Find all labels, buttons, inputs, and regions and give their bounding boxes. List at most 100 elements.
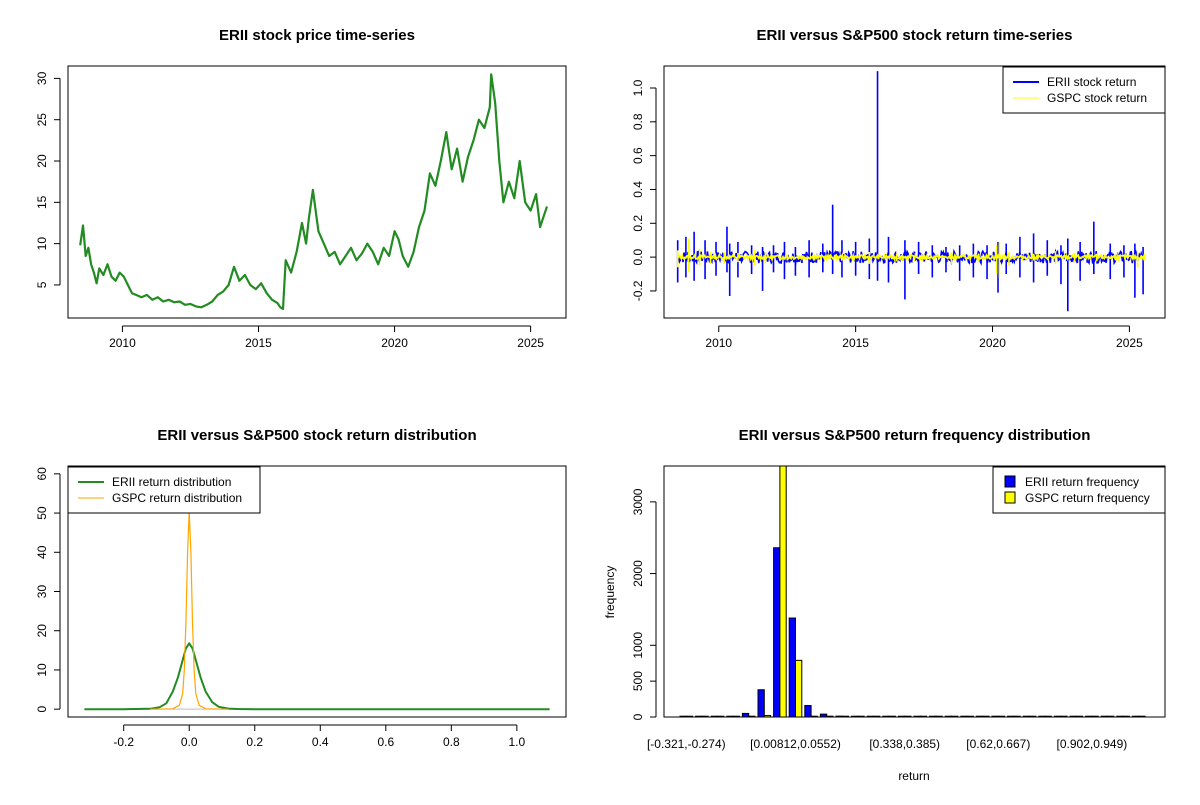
y-tick-label: 0.6	[631, 147, 645, 164]
gspc-freq-bar	[779, 466, 787, 717]
legend-label: GSPC stock return	[1047, 91, 1147, 105]
gspc-freq-bar	[1060, 715, 1068, 717]
erii-freq-bar	[944, 715, 953, 717]
x-tick-label: 2020	[381, 336, 408, 350]
y-tick-label: 50	[35, 506, 49, 520]
erii-freq-bar	[1085, 715, 1093, 717]
erii-freq-bar	[882, 715, 890, 717]
legend-swatch	[1004, 475, 1016, 488]
chart-title: ERII versus S&P500 stock return distribu…	[157, 427, 476, 444]
erii-freq-bar	[897, 715, 906, 717]
gspc-freq-bar	[841, 715, 850, 717]
erii-freq-bar	[804, 705, 812, 717]
gspc-freq-bar	[1044, 715, 1052, 717]
y-axis-title: frequency	[603, 566, 617, 619]
y-tick-label: 60	[35, 467, 49, 481]
y-tick-label: 1000	[631, 632, 645, 659]
chart-title: ERII stock price time-series	[219, 27, 415, 44]
bars-group	[679, 466, 1146, 717]
erii-density-line	[84, 642, 550, 711]
plot-frame	[663, 65, 1166, 319]
y-tick-label: 10	[35, 663, 49, 677]
x-tick-label: 0.0	[181, 735, 198, 749]
gspc-freq-bar	[826, 715, 834, 717]
x-tick-label: 0.6	[377, 735, 394, 749]
erii-freq-bar	[913, 715, 921, 717]
gspc-freq-bar	[685, 715, 694, 717]
chart-title: ERII versus S&P500 return frequency dist…	[739, 427, 1091, 444]
plot-frame	[67, 465, 567, 718]
gspc-return-band	[677, 251, 1145, 263]
panel-return-distribution: ERII versus S&P500 stock return distribu…	[35, 427, 567, 749]
gspc-freq-bar	[748, 715, 756, 717]
gspc-freq-bar	[1013, 715, 1021, 717]
x-bin-label: [0.00812,0.0552)	[750, 737, 841, 751]
y-tick-label: 15	[35, 195, 49, 209]
gspc-freq-bar	[1075, 715, 1084, 717]
erii-freq-bar	[1022, 715, 1031, 717]
gspc-freq-bar	[795, 659, 803, 717]
y-tick-label: 3000	[631, 488, 645, 515]
x-tick-label: 0.8	[443, 735, 460, 749]
gspc-freq-bar	[1107, 715, 1115, 717]
gspc-freq-bar	[1091, 715, 1099, 717]
y-tick-label: 1.0	[631, 79, 645, 96]
x-tick-label: 2015	[245, 336, 272, 350]
gspc-freq-bar	[873, 715, 881, 717]
y-tick-label: 25	[35, 113, 49, 127]
legend-label: GSPC return distribution	[112, 491, 242, 505]
erii-freq-bar	[757, 689, 765, 717]
erii-freq-bar	[1131, 715, 1140, 717]
erii-freq-bar	[1053, 715, 1062, 717]
legend-box	[992, 466, 1166, 514]
x-tick-label: 1.0	[509, 735, 526, 749]
y-tick-label: 20	[35, 624, 49, 638]
gspc-freq-bar	[763, 715, 772, 717]
erii-freq-bar	[695, 715, 703, 717]
y-tick-label: 0.4	[631, 181, 645, 198]
y-tick-label: 10	[35, 237, 49, 251]
legend-label: ERII return distribution	[112, 475, 231, 489]
gspc-freq-bar	[966, 715, 974, 717]
gspc-freq-bar	[857, 715, 865, 717]
erii-freq-bar	[679, 715, 687, 717]
legend-swatch	[1004, 491, 1016, 504]
x-tick-label: 2025	[517, 336, 544, 350]
erii-freq-bar	[960, 715, 968, 717]
x-tick-label: 2020	[979, 336, 1006, 350]
panel-return-frequency: ERII versus S&P500 return frequency dist…	[603, 427, 1166, 783]
x-tick-label: 0.4	[312, 735, 329, 749]
y-tick-label: 30	[35, 71, 49, 85]
erii-freq-bar	[773, 547, 781, 717]
erii-freq-bar	[819, 713, 828, 717]
gspc-freq-bar	[888, 715, 896, 717]
y-tick-label: 2000	[631, 560, 645, 587]
x-bin-label: [0.62,0.667)	[966, 737, 1030, 751]
legend-box	[1002, 66, 1166, 114]
erii-freq-bar	[929, 715, 937, 717]
y-tick-label: 0.2	[631, 215, 645, 232]
gspc-freq-bar	[951, 715, 959, 717]
x-bin-label: [0.338,0.385)	[869, 737, 940, 751]
x-bin-label: [-0.321,-0.274)	[647, 737, 726, 751]
chart-title: ERII versus S&P500 stock return time-ser…	[757, 27, 1073, 44]
erii-freq-bar	[835, 715, 843, 717]
erii-return-band	[677, 248, 1144, 266]
x-tick-label: 2015	[842, 336, 869, 350]
y-tick-label: 20	[35, 154, 49, 168]
panel-return-timeseries: ERII versus S&P500 stock return time-ser…	[631, 27, 1166, 350]
erii-freq-bar	[991, 715, 999, 717]
erii-freq-bar	[741, 712, 750, 717]
gspc-freq-bar	[982, 715, 990, 717]
gspc-freq-bar	[701, 715, 709, 717]
x-bin-label: [0.902,0.949)	[1057, 737, 1128, 751]
erii-freq-bar	[1007, 715, 1015, 717]
x-tick-label: 2010	[109, 336, 136, 350]
plot-frame	[67, 65, 567, 319]
erii-freq-bar	[1116, 715, 1124, 717]
erii-freq-bar	[1069, 715, 1077, 717]
legend-label: ERII return frequency	[1025, 475, 1139, 489]
